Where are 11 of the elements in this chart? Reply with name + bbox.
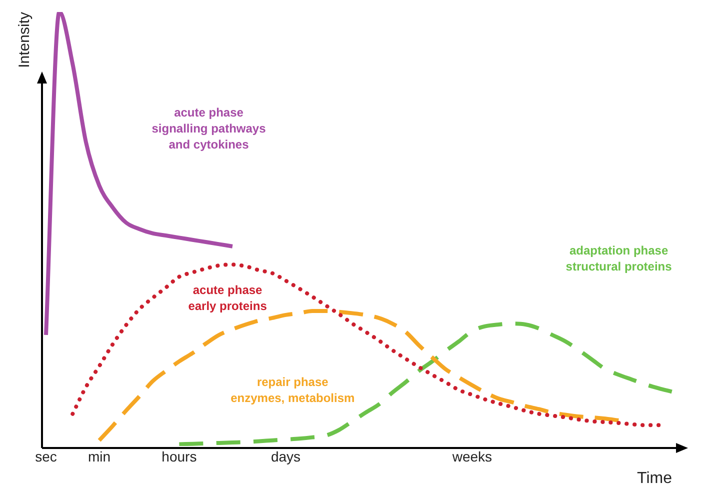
text: adaptation phase structural proteins	[566, 244, 672, 274]
series-label: acute phase early proteins	[188, 282, 268, 313]
text: repair phase enzymes, metabolism	[230, 374, 355, 405]
text: acute phase signalling pathways and cytokines	[152, 105, 266, 152]
y-axis-title: Intensity	[16, 12, 34, 68]
x-tick-label: hours	[162, 448, 197, 464]
x-tick-label: sec	[35, 448, 57, 464]
x-axis-title: Time	[637, 470, 672, 487]
x-tick-label: weeks	[451, 448, 492, 464]
x-tick-label: min	[88, 448, 111, 464]
x-tick-label: days	[270, 448, 301, 464]
